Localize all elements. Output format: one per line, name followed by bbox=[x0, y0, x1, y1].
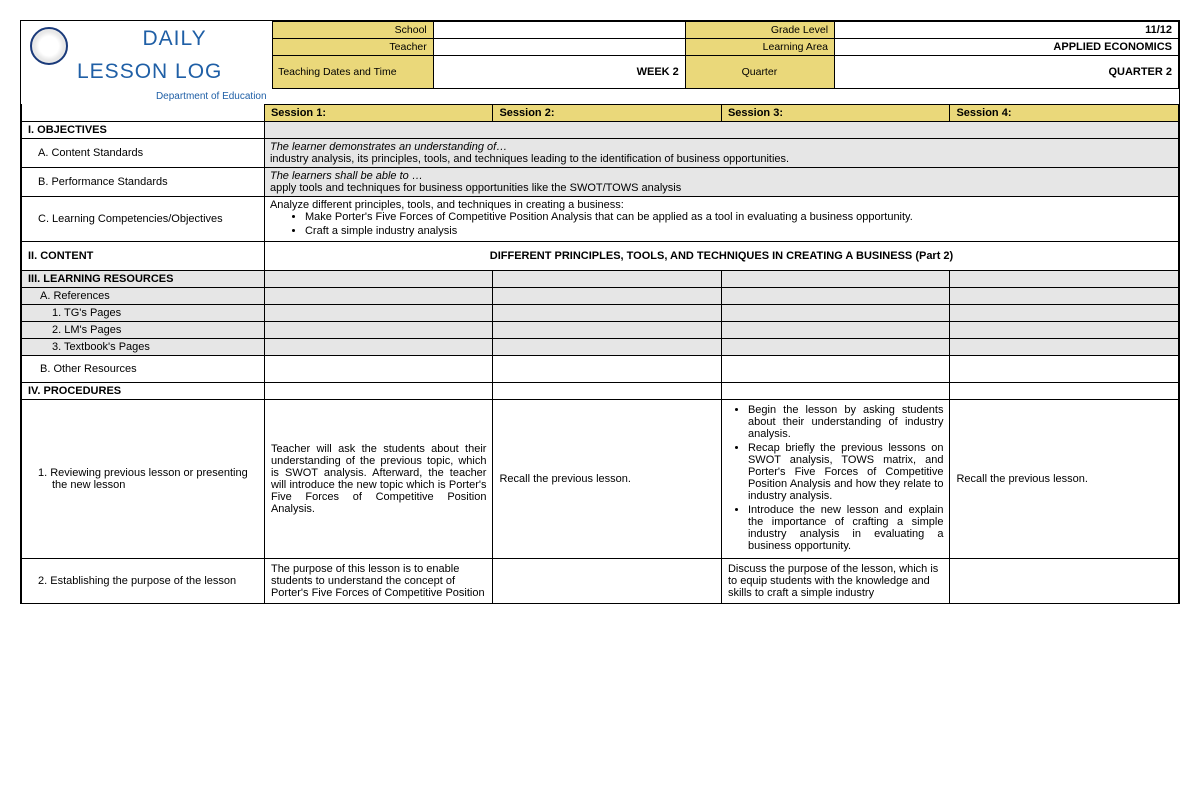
res-a1: 1. TG's Pages bbox=[22, 304, 265, 321]
value-grade: 11/12 bbox=[835, 22, 1179, 39]
obj-a-text: The learner demonstrates an understandin… bbox=[264, 138, 1178, 167]
obj-b-line2: apply tools and techniques for business … bbox=[270, 182, 1173, 194]
label-grade: Grade Level bbox=[685, 22, 834, 39]
label-quarter: Quarter bbox=[685, 56, 834, 89]
proc-r1-s4: Recall the previous lesson. bbox=[950, 399, 1179, 558]
value-week: WEEK 2 bbox=[433, 56, 685, 89]
obj-b-line1: The learners shall be able to … bbox=[270, 170, 1173, 182]
proc-r1-label: 1. Reviewing previous lesson or presenti… bbox=[22, 399, 265, 558]
proc-r1-s3-b3: Introduce the new lesson and explain the… bbox=[748, 504, 944, 552]
document-table: DAILY School Grade Level 11/12 Teacher L… bbox=[21, 21, 1179, 104]
obj-c-bullet2: Craft a simple industry analysis bbox=[305, 225, 1173, 237]
obj-b-text: The learners shall be able to … apply to… bbox=[264, 167, 1178, 196]
proc-r2-s3: Discuss the purpose of the lesson, which… bbox=[721, 558, 950, 603]
value-school bbox=[433, 22, 685, 39]
proc-r1-s3-b1: Begin the lesson by asking students abou… bbox=[748, 404, 944, 440]
label-teacher: Teacher bbox=[273, 39, 434, 56]
res-a: A. References bbox=[22, 287, 265, 304]
session-3-header: Session 3: bbox=[721, 104, 950, 121]
content-title: DIFFERENT PRINCIPLES, TOOLS, AND TECHNIQ… bbox=[264, 241, 1178, 270]
dept-label: Department of Education bbox=[21, 89, 273, 104]
label-dates: Teaching Dates and Time bbox=[273, 56, 434, 89]
obj-a-label: A. Content Standards bbox=[22, 138, 265, 167]
section-content: II. CONTENT bbox=[22, 241, 265, 270]
obj-c-text: Analyze different principles, tools, and… bbox=[264, 196, 1178, 241]
proc-r2-label: 2. Establishing the purpose of the lesso… bbox=[22, 558, 265, 603]
lesson-log-document: DAILY School Grade Level 11/12 Teacher L… bbox=[20, 20, 1180, 604]
obj-a-line2: industry analysis, its principles, tools… bbox=[270, 153, 1173, 165]
section-procedures: IV. PROCEDURES bbox=[22, 382, 265, 399]
proc-r2-s1: The purpose of this lesson is to enable … bbox=[264, 558, 493, 603]
label-area: Learning Area bbox=[685, 39, 834, 56]
proc-r1-s2: Recall the previous lesson. bbox=[493, 399, 722, 558]
doc-title-2: LESSON LOG bbox=[77, 56, 273, 89]
deped-logo bbox=[30, 27, 68, 65]
proc-r1-s3: Begin the lesson by asking students abou… bbox=[721, 399, 950, 558]
obj-c-intro: Analyze different principles, tools, and… bbox=[270, 199, 1173, 211]
session-2-header: Session 2: bbox=[493, 104, 722, 121]
res-a3: 3. Textbook's Pages bbox=[22, 338, 265, 355]
res-b: B. Other Resources bbox=[22, 355, 265, 382]
label-school: School bbox=[273, 22, 434, 39]
obj-b-label: B. Performance Standards bbox=[22, 167, 265, 196]
value-teacher bbox=[433, 39, 685, 56]
obj-c-bullet1: Make Porter's Five Forces of Competitive… bbox=[305, 211, 1173, 223]
value-area: APPLIED ECONOMICS bbox=[835, 39, 1179, 56]
section-resources: III. LEARNING RESOURCES bbox=[22, 270, 265, 287]
session-1-header: Session 1: bbox=[264, 104, 493, 121]
value-quarter: QUARTER 2 bbox=[835, 56, 1179, 89]
session-4-header: Session 4: bbox=[950, 104, 1179, 121]
obj-c-label: C. Learning Competencies/Objectives bbox=[22, 196, 265, 241]
proc-r1-s3-b2: Recap briefly the previous lessons on SW… bbox=[748, 442, 944, 502]
obj-a-line1: The learner demonstrates an understandin… bbox=[270, 141, 1173, 153]
res-a2: 2. LM's Pages bbox=[22, 321, 265, 338]
section-objectives: I. OBJECTIVES bbox=[22, 121, 265, 138]
proc-r1-s1: Teacher will ask the students about thei… bbox=[264, 399, 493, 558]
doc-title-1: DAILY bbox=[77, 22, 273, 56]
content-table: Session 1: Session 2: Session 3: Session… bbox=[21, 104, 1179, 603]
